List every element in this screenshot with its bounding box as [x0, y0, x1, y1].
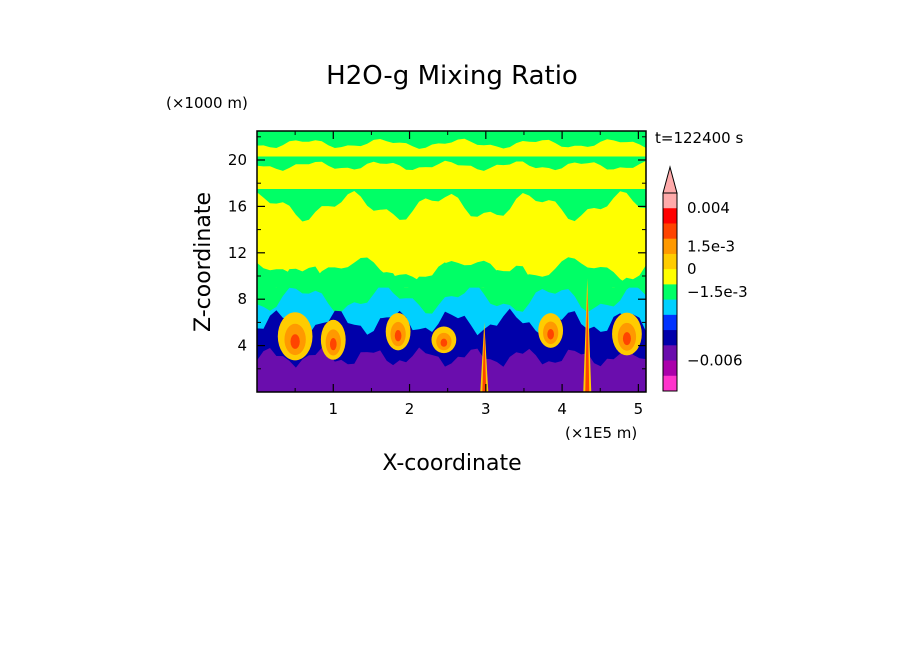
chart-title: H2O-g Mixing Ratio [326, 61, 578, 91]
x-axis-label: X-coordinate [382, 451, 521, 476]
y-tick-label: 8 [237, 290, 247, 308]
colorbar-segment [663, 284, 677, 301]
x-tick-label: 4 [557, 400, 567, 418]
plume-core [622, 332, 631, 346]
colorbar-segment [663, 269, 677, 285]
field-layer-upper-moist-band-1 [257, 160, 646, 189]
plume-core [329, 338, 337, 351]
colorbar-segment [663, 208, 677, 224]
colorbar-segment [663, 345, 677, 361]
colorbar-label: 1.5e-3 [687, 237, 735, 255]
colorbar-segment [663, 314, 677, 331]
colorbar-label: 0.004 [687, 199, 730, 217]
spike-1 [583, 278, 592, 392]
plume-3 [431, 326, 457, 354]
plume-0 [277, 312, 313, 361]
plume-1 [320, 319, 346, 360]
colorbar-segment [663, 375, 677, 392]
y-unit-label: (×1000 m) [166, 94, 248, 112]
plume-core [290, 334, 300, 349]
plume-core [394, 330, 402, 342]
contour-field [257, 131, 646, 392]
plume-core [547, 329, 554, 340]
x-tick-label: 2 [405, 400, 415, 418]
plume-5 [612, 312, 642, 356]
mid-transition-band [257, 257, 646, 288]
y-axis: 4 8 12 16 20 [228, 136, 646, 370]
colorbar-frame [662, 192, 678, 392]
y-tick-label: 20 [228, 151, 247, 169]
colorbar-segment [663, 253, 677, 270]
colorbar-segment [663, 238, 677, 255]
y-tick-label: 16 [228, 197, 247, 215]
plot-frame [256, 130, 647, 393]
plume-core [440, 338, 448, 347]
y-tick-label: 12 [228, 244, 247, 262]
colorbar-segment [663, 330, 677, 346]
field-layer-upper-moist-band-2 [257, 138, 646, 157]
x-tick-label: 1 [329, 400, 339, 418]
colorbar-segment [663, 223, 677, 240]
x-tick-label: 3 [481, 400, 491, 418]
x-axis: 1 2 3 4 5 [294, 131, 644, 418]
colorbar-segment [663, 299, 677, 316]
field-layer-surface-layer [257, 346, 646, 392]
colorbar-extend-arrow [662, 165, 678, 194]
y-tick-label: 4 [237, 337, 247, 355]
colorbar-label: −0.006 [687, 352, 743, 370]
spike-core [482, 329, 487, 392]
time-label: t=122400 s [655, 129, 743, 147]
plume-4 [538, 313, 564, 348]
plume-2 [385, 313, 411, 351]
colorbar-segment [663, 193, 677, 209]
colorbar-segment [663, 360, 677, 377]
colorbar-label: −1.5e-3 [687, 283, 748, 301]
spike-0 [480, 322, 489, 392]
y-axis-label: Z-coordinate [191, 192, 216, 332]
colorbar: 0.004 1.5e-3 0 −1.5e-3 −0.006 [662, 165, 748, 392]
x-tick-label: 5 [634, 400, 644, 418]
spike-core [585, 289, 590, 392]
colorbar-label: 0 [687, 260, 697, 278]
x-unit-label: (×1E5 m) [565, 424, 637, 442]
